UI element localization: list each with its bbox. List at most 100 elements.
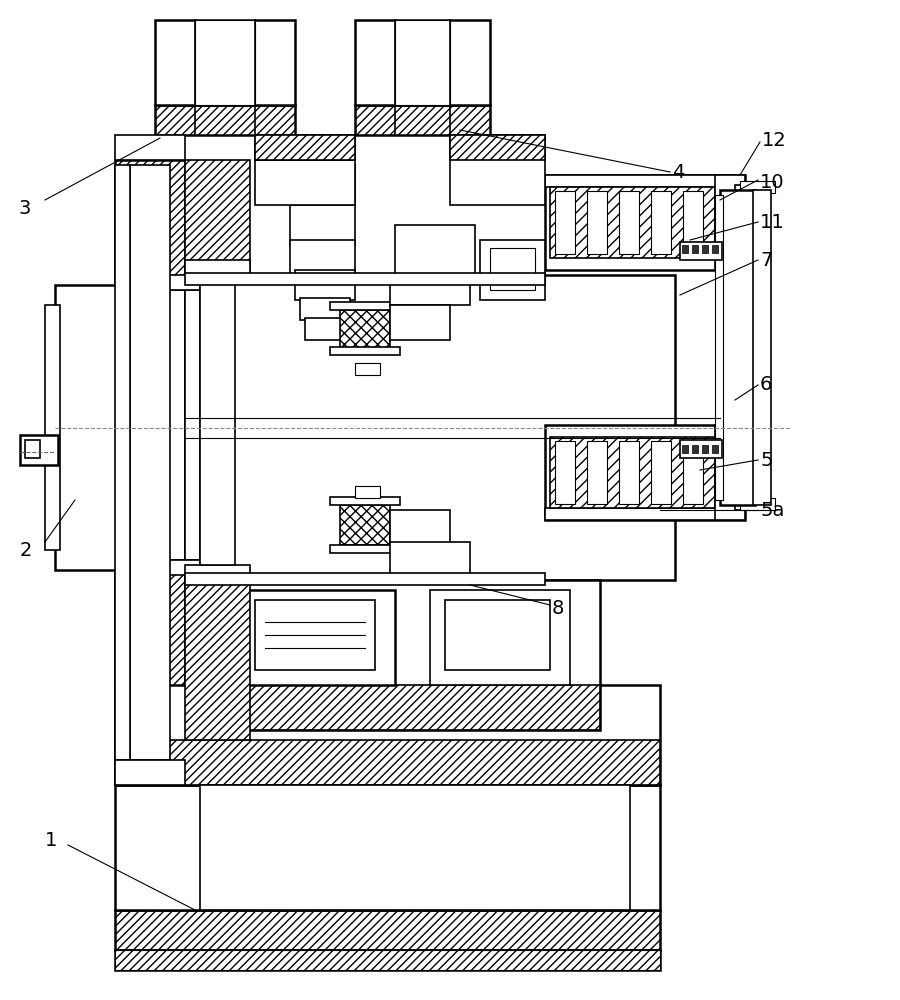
Bar	[115, 950, 660, 970]
Bar	[680, 242, 722, 260]
Polygon shape	[115, 740, 660, 785]
Bar	[330, 347, 400, 355]
Bar	[185, 573, 545, 585]
Bar	[740, 181, 775, 193]
Bar	[651, 191, 671, 254]
Bar	[715, 425, 745, 520]
Bar	[702, 445, 708, 453]
Bar	[125, 560, 200, 575]
Bar	[200, 275, 235, 565]
Polygon shape	[115, 160, 185, 770]
Bar	[390, 542, 470, 580]
Bar	[25, 440, 40, 458]
Bar	[683, 441, 703, 504]
Bar	[720, 190, 755, 505]
Bar	[115, 760, 185, 785]
Text: 7: 7	[760, 250, 772, 269]
Bar	[115, 685, 660, 785]
Bar	[550, 437, 715, 508]
Bar	[125, 275, 200, 290]
Bar	[555, 441, 575, 504]
Bar	[450, 135, 545, 205]
Bar	[619, 441, 639, 504]
Bar	[330, 497, 400, 505]
Bar	[185, 273, 545, 285]
Bar	[692, 245, 698, 253]
Bar	[355, 363, 380, 375]
Polygon shape	[155, 105, 295, 135]
Bar	[395, 225, 475, 275]
Polygon shape	[255, 135, 355, 160]
Bar	[255, 160, 355, 205]
Text: 10: 10	[760, 172, 785, 192]
Bar	[587, 191, 607, 254]
Bar	[692, 445, 698, 453]
Bar	[125, 290, 185, 560]
Bar	[200, 785, 630, 910]
Bar	[545, 425, 745, 520]
Bar	[300, 298, 350, 320]
Text: 5a: 5a	[760, 500, 785, 520]
Bar	[155, 20, 295, 105]
Bar	[115, 135, 185, 160]
Bar	[185, 290, 200, 560]
Bar	[290, 240, 355, 275]
Bar	[430, 590, 570, 685]
Bar	[740, 498, 775, 510]
Bar	[490, 248, 535, 290]
Bar	[680, 440, 722, 458]
Text: 8: 8	[552, 598, 564, 617]
Bar	[715, 175, 745, 270]
Text: 11: 11	[760, 213, 785, 232]
Bar	[55, 285, 125, 570]
Polygon shape	[115, 950, 660, 970]
Bar	[305, 318, 345, 340]
Polygon shape	[340, 505, 390, 545]
Polygon shape	[115, 910, 660, 950]
Bar	[185, 275, 675, 580]
Text: 6: 6	[760, 375, 772, 394]
Bar	[651, 441, 671, 504]
Bar	[355, 20, 490, 105]
Polygon shape	[355, 105, 490, 135]
Bar	[130, 165, 170, 760]
Bar	[330, 302, 400, 310]
Polygon shape	[450, 135, 545, 160]
Bar	[295, 270, 355, 300]
Bar	[555, 191, 575, 254]
Bar	[115, 550, 130, 562]
Polygon shape	[340, 310, 390, 350]
Bar	[45, 305, 60, 550]
Bar	[545, 175, 745, 270]
Text: 2: 2	[20, 540, 32, 560]
Bar	[290, 165, 355, 205]
Text: 4: 4	[672, 162, 684, 182]
Bar	[390, 305, 450, 340]
Bar	[115, 165, 130, 760]
Bar	[195, 20, 255, 105]
Bar	[185, 260, 250, 275]
Bar	[545, 175, 745, 187]
Text: 3: 3	[18, 198, 31, 218]
Bar	[683, 191, 703, 254]
Bar	[619, 191, 639, 254]
Bar	[445, 600, 550, 670]
Text: 12: 12	[762, 130, 787, 149]
Polygon shape	[185, 160, 250, 275]
Bar	[480, 240, 545, 300]
Bar	[682, 245, 688, 253]
Bar	[115, 288, 130, 300]
Bar	[240, 590, 395, 685]
Bar	[20, 435, 58, 465]
Bar	[290, 205, 355, 245]
Bar	[715, 195, 723, 500]
Bar	[545, 508, 745, 520]
Polygon shape	[200, 685, 600, 730]
Bar	[395, 20, 450, 105]
Text: 5: 5	[760, 450, 772, 470]
Bar	[390, 580, 470, 610]
Bar	[355, 486, 380, 498]
Text: 1: 1	[45, 830, 58, 850]
Bar	[712, 445, 718, 453]
Bar	[390, 275, 470, 305]
